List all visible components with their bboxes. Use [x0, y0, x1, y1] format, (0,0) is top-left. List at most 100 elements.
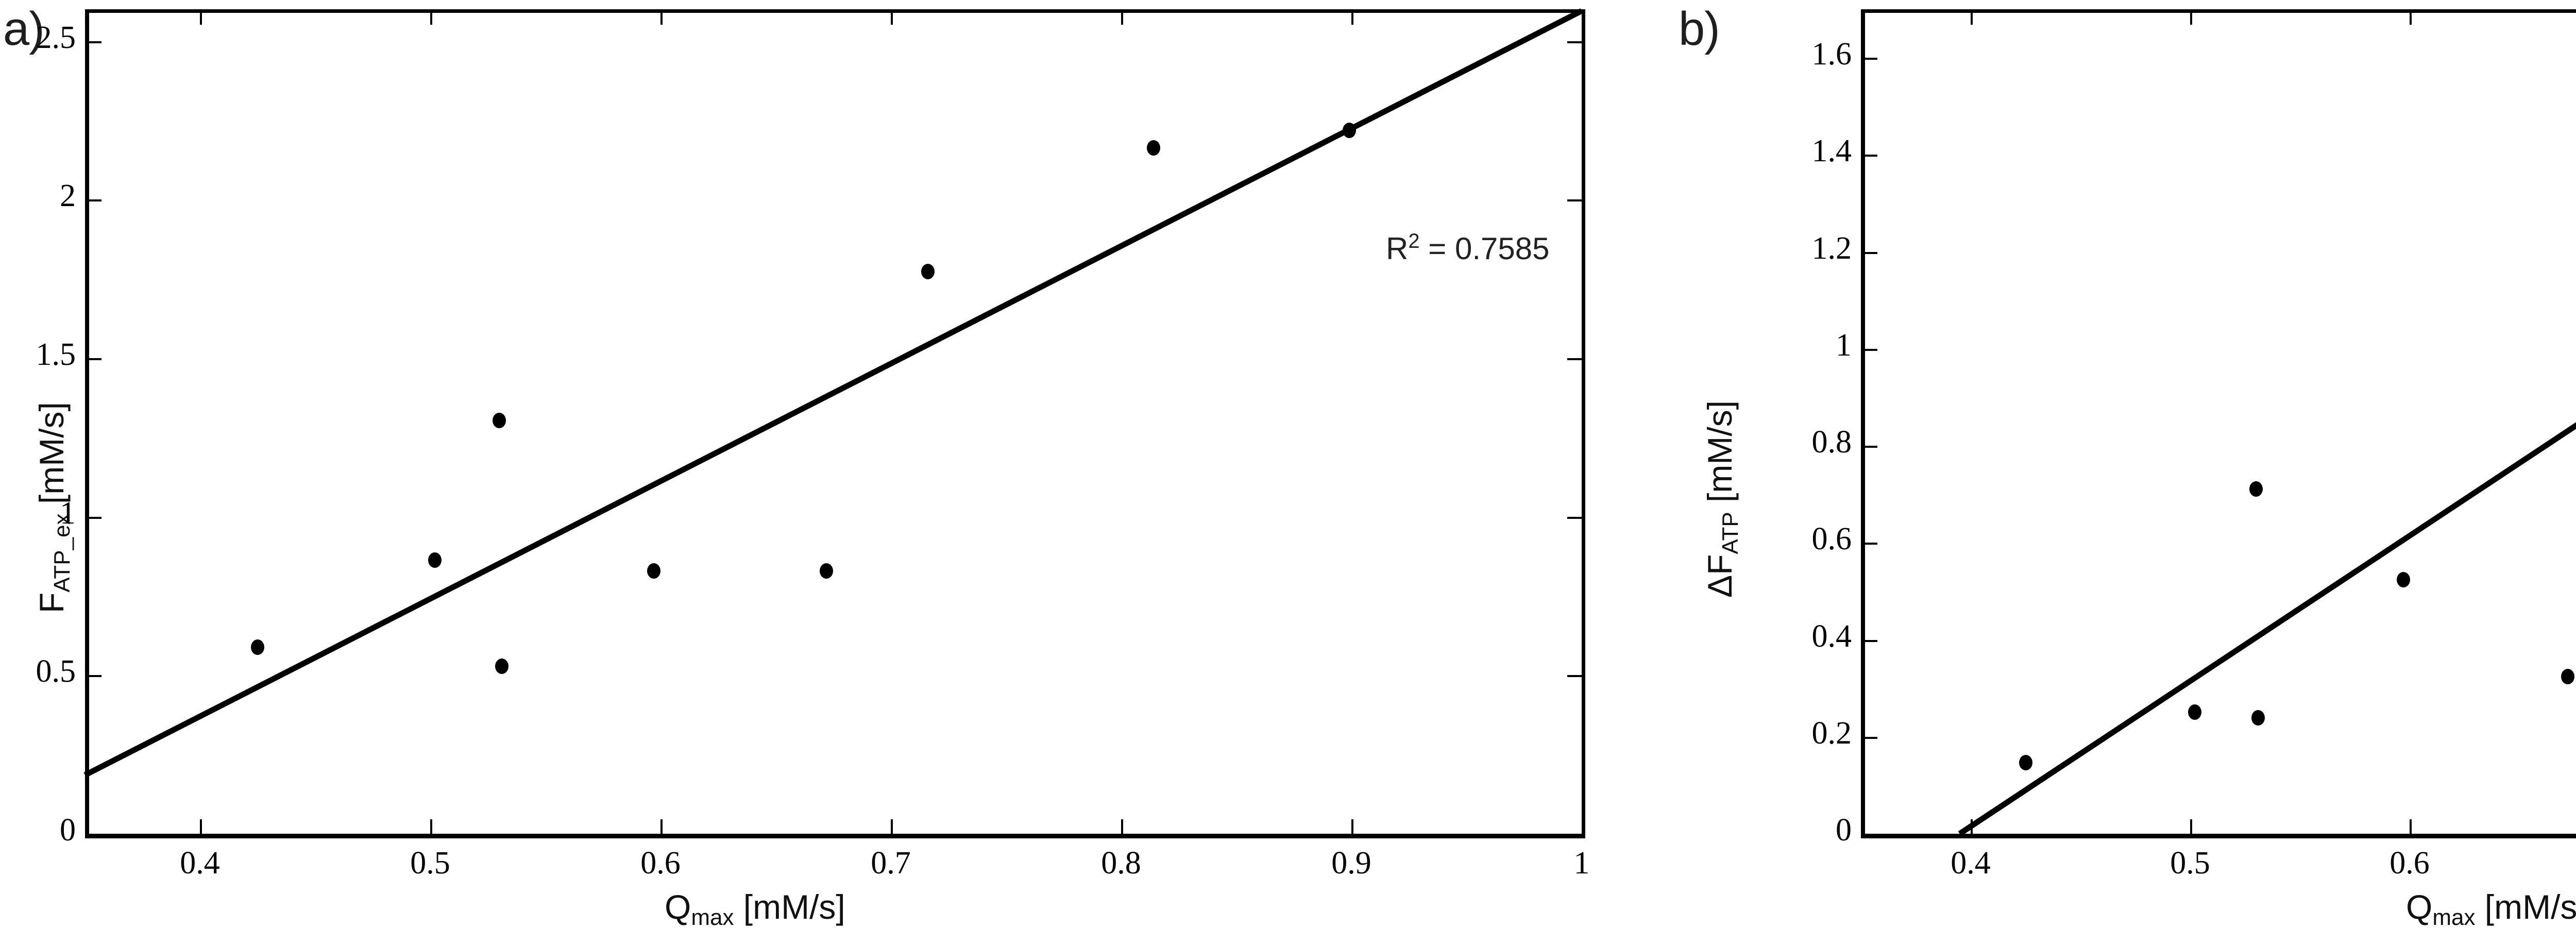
panel-b-ytick-left-8	[1861, 58, 1877, 60]
panel-a-data-point	[428, 552, 442, 568]
y-title-main-b: ΔF	[1701, 554, 1739, 598]
panel-b-yticklabel-5: 1	[1836, 328, 1852, 363]
panel-a-xtick-top-0	[200, 9, 202, 25]
panel-a-ytick-left-3	[85, 358, 101, 360]
panel-a-data-point	[820, 563, 834, 579]
panel-a-xticklabel-3: 0.7	[871, 846, 911, 881]
panel-b-yticklabel-0: 0	[1836, 813, 1852, 848]
panel-a-r2-annotation: R2 = 0.7585	[1386, 230, 1550, 266]
panel-a-data-point	[1146, 140, 1160, 156]
panel-b-ytick-left-0	[1861, 834, 1877, 836]
panel-a-data-point	[251, 639, 265, 655]
panel-b-data-point	[2188, 704, 2201, 720]
panel-a-axis-top	[85, 9, 1582, 13]
x-title-sub-a: max	[691, 905, 734, 930]
panel-a-plot-area	[85, 9, 1582, 834]
panel-a-xtick-bottom-4	[1121, 819, 1123, 834]
panel-a-xtick-bottom-2	[660, 819, 663, 834]
panel-b-xtick-top-2	[2410, 9, 2412, 25]
panel-a-data-point	[495, 658, 509, 674]
panel-a-axis-bottom	[85, 834, 1585, 838]
y-title-main-a: F	[32, 592, 71, 613]
panel-a-ytick-left-0	[85, 834, 101, 836]
panel-a-xticklabel-0: 0.4	[180, 846, 220, 881]
r2-label-a: R	[1386, 231, 1409, 266]
panel-b-data-point	[2019, 754, 2032, 770]
panel-a-yticklabel-4: 2	[60, 178, 76, 213]
panel-a-xtick-bottom-6	[1582, 819, 1584, 834]
x-title-unit-b: [mM/s]	[2475, 888, 2576, 926]
panel-a-ytick-right-1	[1567, 675, 1582, 677]
panel-a: a) FATP_ex [mM/s] Qmax [mM/s] R2 = 0.758…	[3, 3, 1582, 930]
panel-b-yticklabel-8: 1.6	[1811, 37, 1852, 72]
panel-b-yticklabel-7: 1.4	[1811, 133, 1852, 168]
x-title-main-b: Q	[2406, 888, 2433, 926]
panel-a-yticklabel-2: 1	[60, 496, 76, 531]
panel-a-xtick-top-4	[1121, 9, 1123, 25]
panel-b-xtick-top-1	[2190, 9, 2192, 25]
panel-b-ytick-left-1	[1861, 737, 1877, 739]
panel-b-yticklabel-4: 0.8	[1811, 425, 1852, 460]
panel-b-ytick-left-4	[1861, 446, 1877, 448]
panel-a-xtick-bottom-5	[1351, 819, 1353, 834]
panel-b-ytick-left-6	[1861, 252, 1877, 254]
panel-b-xticklabel-2: 0.6	[2389, 846, 2430, 881]
panel-a-ytick-right-3	[1567, 358, 1582, 360]
panel-a-data-point	[921, 263, 935, 279]
panel-a-data-point	[493, 412, 506, 428]
panel-a-yticklabel-5: 2.5	[36, 20, 76, 55]
panel-b-yticklabel-1: 0.2	[1811, 716, 1852, 751]
panel-a-ytick-left-1	[85, 675, 101, 677]
panel-b-axis-left	[1861, 9, 1865, 838]
panel-a-xticklabel-1: 0.5	[410, 846, 450, 881]
panel-b-yticklabel-6: 1.2	[1811, 231, 1852, 266]
panel-b-xtick-bottom-2	[2410, 819, 2412, 834]
panel-a-yticklabel-1: 0.5	[36, 654, 76, 689]
panel-a-ytick-left-4	[85, 199, 101, 201]
panel-a-ytick-right-5	[1567, 41, 1582, 43]
panel-b-xtick-top-0	[1971, 9, 1973, 25]
panel-a-ytick-right-0	[1567, 834, 1582, 836]
panel-b-plot-area	[1861, 9, 2576, 834]
panel-a-data-point	[647, 563, 660, 579]
r2-sup-a: 2	[1408, 230, 1420, 252]
panel-b-x-axis-title: Qmax [mM/s]	[2406, 887, 2576, 930]
panel-a-x-axis-title: Qmax [mM/s]	[665, 887, 845, 930]
panel-b-axis-top	[1861, 9, 2576, 13]
panel-b-y-axis-title: ΔFATP [mM/s]	[1700, 400, 1743, 598]
panel-b-letter: b)	[1679, 3, 1720, 55]
panel-a-axis-left	[85, 9, 89, 838]
panel-b-axis-bottom	[1861, 834, 2576, 838]
panel-a-xtick-top-5	[1351, 9, 1353, 25]
panel-a-ytick-right-4	[1567, 199, 1582, 201]
panel-b-ytick-left-5	[1861, 349, 1877, 351]
panel-b-ytick-left-7	[1861, 155, 1877, 157]
panel-a-ytick-left-2	[85, 517, 101, 519]
panel-a-xtick-top-3	[891, 9, 893, 25]
panel-b-xtick-bottom-1	[2190, 819, 2192, 834]
panel-b-yticklabel-2: 0.4	[1811, 619, 1852, 654]
panel-a-xtick-bottom-0	[200, 819, 202, 834]
panel-a-xticklabel-6: 1	[1573, 846, 1590, 881]
panel-b-xtick-bottom-0	[1971, 819, 1973, 834]
panel-a-xticklabel-4: 0.8	[1101, 846, 1141, 881]
panel-a-xticklabel-5: 0.9	[1331, 846, 1371, 881]
panel-a-axis-right	[1582, 9, 1585, 838]
panel-a-yticklabel-0: 0	[60, 813, 76, 848]
panel-a-yticklabel-3: 1.5	[36, 337, 76, 372]
panel-a-xtick-bottom-3	[891, 819, 893, 834]
panel-b-ytick-left-3	[1861, 543, 1877, 545]
panel-a-xtick-top-6	[1582, 9, 1584, 25]
y-title-unit-b: [mM/s]	[1701, 400, 1739, 512]
panel-a-xticklabel-2: 0.6	[640, 846, 681, 881]
panel-b-data-point	[2561, 669, 2575, 685]
panel-a-data-point	[1342, 122, 1356, 138]
panel-b-data-point	[2249, 481, 2263, 497]
panel-b-xticklabel-0: 0.4	[1951, 846, 1991, 881]
x-title-unit-a: [mM/s]	[734, 888, 845, 926]
panel-a-xtick-bottom-1	[430, 819, 432, 834]
panel-b-yticklabel-3: 0.6	[1811, 521, 1852, 557]
panel-b-ytick-left-2	[1861, 640, 1877, 642]
x-title-sub-b: max	[2432, 905, 2476, 930]
